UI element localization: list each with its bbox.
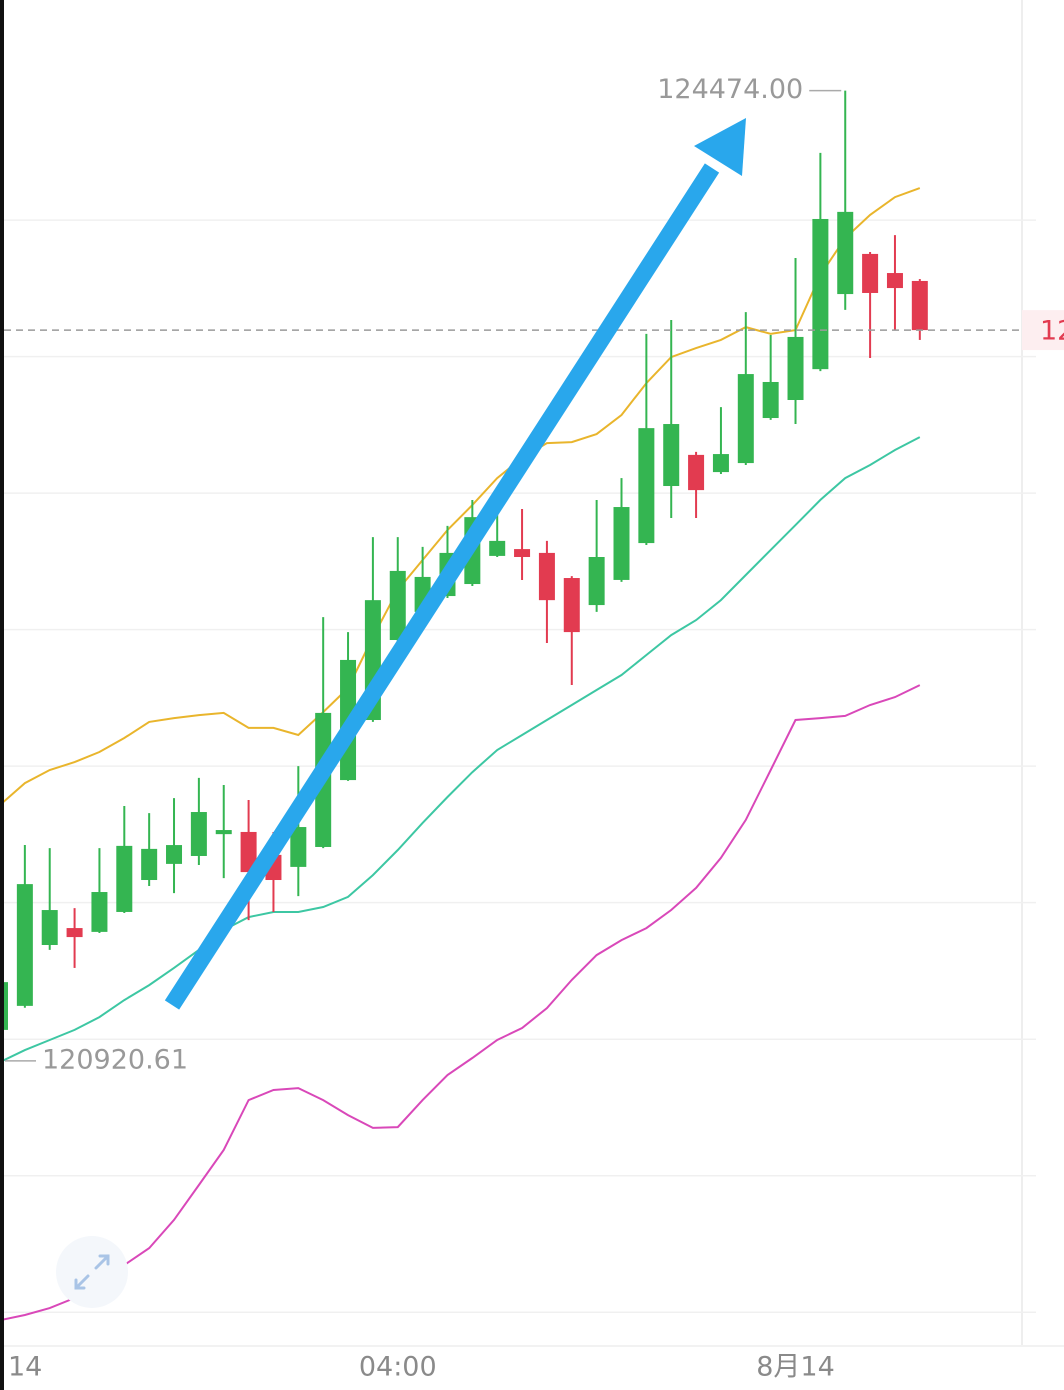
candle-body [688,454,705,491]
candle-body [166,845,183,864]
band-line [4,436,921,1062]
candle-body [712,454,729,473]
annotation-label: 120920.61 [42,1044,188,1075]
band-line [4,684,921,1321]
candle-body [588,557,605,606]
expand-button-bg [56,1236,128,1308]
current-price-bg [1022,310,1064,351]
candle-body [886,273,903,289]
candle-body [762,381,779,419]
candle-body [862,253,879,293]
candle-body [613,507,630,580]
current-price-tag: 123597.00 [1022,310,1064,351]
candle-body [16,884,33,1006]
candle-body [638,428,655,544]
candle-body [290,827,307,867]
grid [4,219,1036,1313]
candle-body [514,549,531,558]
candle-body [116,845,133,912]
candle-body [812,218,829,370]
candle-body [787,336,804,401]
candle-body [4,982,8,1030]
candle-body [41,910,58,945]
expand-icon [74,1254,110,1290]
candle-body [190,812,207,856]
x-tick-label: 14 [8,1352,42,1383]
candle-body [240,831,257,873]
screen-edge [0,0,4,1390]
candle-body [737,374,754,464]
candle-body [911,280,928,331]
candle-body [663,424,680,487]
candle-body [91,892,108,932]
arrow-shaft [164,163,720,1010]
arrow-head [694,118,746,176]
candle-body [489,540,506,556]
candle-body [837,211,854,295]
band-line [4,187,921,803]
current-price-label: 123597.00 [1040,316,1064,347]
candle-body [66,928,83,938]
candle-body [215,830,232,835]
candle-body [141,848,158,881]
candle-body [389,570,406,641]
trend-arrow [164,118,746,1010]
x-tick-label: 04:00 [359,1352,437,1383]
candle-body [563,578,580,633]
candle-body [538,552,555,601]
plot-area [4,90,928,1321]
x-tick-label: 8月14 [756,1352,835,1383]
expand-button[interactable] [56,1236,128,1308]
annotation-label: 124474.00 [657,74,803,105]
overlay: 14 04:00 8月14 123597.00 124474.00 120920.61 [4,74,1064,1383]
